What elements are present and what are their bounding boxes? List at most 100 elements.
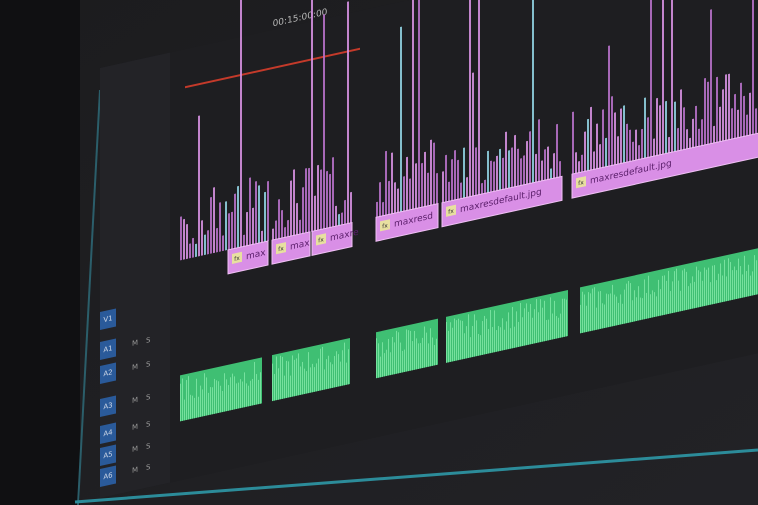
track-label: A2	[103, 367, 112, 378]
audio-wave	[710, 281, 711, 305]
spike	[665, 100, 667, 154]
audio-wave	[626, 283, 627, 324]
spike	[308, 167, 310, 233]
audio-wave	[530, 303, 531, 345]
audio-wave	[190, 394, 191, 420]
spike	[311, 0, 313, 232]
audio-wave	[180, 383, 181, 422]
audio-wave	[422, 337, 423, 369]
audio-wave	[256, 373, 257, 405]
audio-wave	[204, 373, 205, 417]
spike	[677, 127, 679, 152]
spike	[611, 96, 613, 166]
audio-wave	[216, 380, 217, 414]
audio-wave	[608, 294, 609, 328]
spike	[749, 92, 751, 136]
audio-wave	[546, 319, 547, 341]
audio-wave	[622, 303, 623, 325]
spike	[641, 128, 643, 159]
audio-wave	[632, 300, 633, 322]
audio-wave	[676, 268, 677, 313]
audio-wave	[588, 292, 589, 332]
audio-wave	[336, 351, 337, 388]
spike	[332, 157, 334, 227]
spike	[725, 74, 727, 141]
audio-wave	[248, 385, 249, 407]
audio-wave	[486, 318, 487, 355]
spike	[734, 93, 736, 139]
audio-wave	[202, 389, 203, 417]
spike	[656, 97, 658, 156]
spike	[517, 148, 519, 187]
clip-name: max	[246, 248, 266, 262]
audio-wave	[470, 337, 471, 358]
spike	[299, 219, 301, 235]
audio-wave	[420, 342, 421, 369]
audio-wave	[510, 328, 511, 349]
waveform-spikes	[180, 0, 757, 261]
audio-wave	[496, 329, 497, 352]
spike	[472, 72, 474, 197]
audio-wave	[288, 361, 289, 398]
spike	[240, 0, 242, 248]
audio-wave	[562, 298, 563, 338]
audio-wave	[464, 333, 465, 359]
audio-wave	[648, 275, 649, 319]
audio-wave	[236, 383, 237, 410]
audio-wave	[498, 325, 499, 352]
spike	[707, 81, 709, 145]
audio-wave	[436, 338, 437, 366]
audio-wave	[424, 326, 425, 368]
spike	[412, 0, 414, 210]
audio-wave	[566, 299, 567, 337]
audio-wave	[738, 258, 739, 299]
audio-wave	[704, 267, 705, 307]
spike	[514, 134, 516, 187]
audio-wave	[712, 265, 713, 305]
audio-wave	[230, 377, 231, 411]
audio-wave	[502, 318, 503, 351]
audio-wave	[686, 271, 687, 311]
spike	[484, 179, 486, 194]
track-target	[100, 422, 116, 445]
spike	[382, 201, 384, 216]
audio-wave	[488, 328, 489, 354]
spike	[541, 160, 543, 181]
spike	[632, 141, 634, 161]
audio-wave	[520, 302, 521, 347]
spike	[680, 89, 682, 151]
spike	[252, 207, 254, 245]
audio-wave	[200, 385, 201, 418]
audio-wave	[700, 271, 701, 308]
audio-wave	[378, 343, 379, 378]
audio-wave	[610, 293, 611, 327]
audio-wave	[458, 318, 459, 361]
audio-wave	[406, 329, 407, 372]
audio-wave	[540, 299, 541, 343]
spike	[183, 218, 185, 260]
audio-wave	[518, 321, 519, 348]
audio-wave	[564, 298, 565, 337]
spike	[520, 158, 522, 186]
audio-wave	[472, 325, 473, 358]
spike	[511, 147, 513, 188]
audio-wave	[452, 327, 453, 362]
spike	[547, 146, 549, 180]
audio-wave	[326, 359, 327, 390]
audio-wave	[292, 355, 293, 397]
audio-wave	[418, 343, 419, 370]
spike	[490, 160, 492, 193]
spike	[596, 123, 598, 169]
spike	[716, 76, 718, 143]
audio-wave	[182, 378, 183, 421]
audio-wave	[756, 260, 757, 295]
audio-wave	[532, 317, 533, 344]
audio-wave	[504, 329, 505, 351]
audio-wave	[228, 384, 229, 411]
audio-wave	[548, 319, 549, 341]
audio-wave	[218, 381, 219, 414]
fx-badge	[576, 176, 586, 189]
spike	[258, 185, 260, 244]
audio-wave	[404, 349, 405, 373]
